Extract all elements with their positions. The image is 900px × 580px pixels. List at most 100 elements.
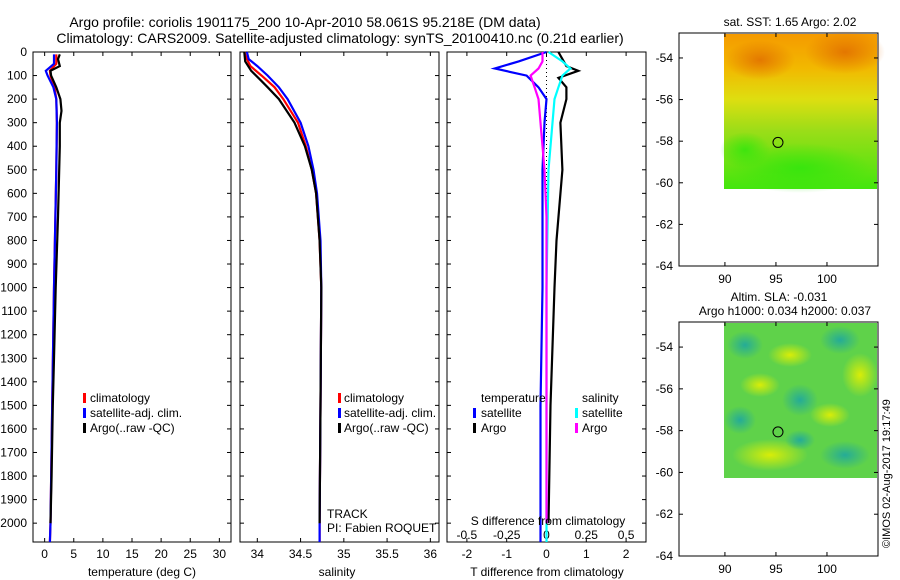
x-tick-label: 25 xyxy=(184,547,198,561)
lat-tick-label: -58 xyxy=(656,134,674,148)
legend-swatch-sal-satellite xyxy=(575,408,578,418)
argo-position-marker xyxy=(772,426,784,438)
lon-tick-label: 95 xyxy=(769,562,783,576)
legend-swatch-satellite xyxy=(338,408,341,418)
lat-tick-label: -58 xyxy=(656,424,674,438)
y-tick-label: 1700 xyxy=(0,445,27,459)
lon-tick-label: 90 xyxy=(718,272,732,286)
sst-map-title: sat. SST: 1.65 Argo: 2.02 xyxy=(724,15,857,29)
salinity-legend: climatology satellite-adj. clim. Argo(..… xyxy=(338,391,436,435)
lat-tick-label: -64 xyxy=(656,259,674,273)
y-tick-label: 1500 xyxy=(0,398,27,412)
y-tick-label: 2000 xyxy=(0,516,27,530)
x-tick-label: 20 xyxy=(154,547,168,561)
lon-tick-label: 100 xyxy=(817,272,837,286)
temperature-xlabel: temperature (deg C) xyxy=(88,565,196,579)
lat-tick-label: -54 xyxy=(656,51,674,65)
y-tick-label: 1800 xyxy=(0,469,27,483)
y-tick-label: 900 xyxy=(7,257,27,271)
legend-swatch-argo xyxy=(83,423,86,433)
lat-tick-label: -56 xyxy=(656,382,674,396)
sst-heatmap xyxy=(720,30,885,193)
y-tick-label: 800 xyxy=(7,233,27,247)
y-tick-label: 700 xyxy=(7,210,27,224)
x-tick-label: 5 xyxy=(70,547,77,561)
salinity-xlabel: salinity xyxy=(319,565,356,579)
x-tick-label: 34 xyxy=(251,547,265,561)
y-tick-label: 1100 xyxy=(1,304,27,318)
x-tick-label: 15 xyxy=(125,547,139,561)
x-tick-label: -2 xyxy=(462,547,473,561)
legend-swatch-temp-satellite xyxy=(473,408,476,418)
difference-legend: temperature satellite Argo salinity sate… xyxy=(473,391,623,435)
legend-label-sal-argo: Argo xyxy=(582,421,608,435)
lat-tick-label: -54 xyxy=(656,340,674,354)
x-tick-label: -1 xyxy=(501,547,512,561)
x2-tick-label: -0.25 xyxy=(493,528,521,542)
legend-label-sal-satellite: satellite xyxy=(582,406,623,420)
x2-tick-label: 0.5 xyxy=(618,528,635,542)
x-tick-label: 0 xyxy=(543,547,550,561)
series-line-temperature-satellite xyxy=(490,50,548,542)
legend-heading-salinity: salinity xyxy=(582,391,619,405)
y-tick-label: 1600 xyxy=(0,422,27,436)
y-tick-label: 300 xyxy=(7,116,27,130)
series-line-temperature-argo xyxy=(547,51,582,524)
x2-tick-label: -0.5 xyxy=(457,528,478,542)
x-tick-label: 35 xyxy=(337,547,351,561)
lat-tick-label: -64 xyxy=(656,549,674,563)
sst-map-frame xyxy=(678,32,879,267)
track-annotation: TRACK xyxy=(327,507,368,521)
legend-label-climatology: climatology xyxy=(90,391,150,405)
sla-map-frame xyxy=(678,321,879,557)
legend-swatch-temp-argo xyxy=(473,423,476,433)
argo-position-marker xyxy=(772,136,784,148)
x-tick-label: 34.5 xyxy=(289,547,313,561)
legend-label-temp-satellite: satellite xyxy=(481,406,522,420)
lat-tick-label: -56 xyxy=(656,93,674,107)
y-tick-label: 600 xyxy=(7,186,27,200)
legend-label-temp-argo: Argo xyxy=(481,421,507,435)
series-line-satellite-adj-clim- xyxy=(245,51,323,542)
legend-swatch-climatology xyxy=(83,393,86,403)
y-tick-label: 200 xyxy=(7,92,27,106)
x2-tick-label: 0.25 xyxy=(575,528,599,542)
lat-tick-label: -62 xyxy=(656,217,674,231)
legend-swatch-satellite xyxy=(83,408,86,418)
lon-tick-label: 100 xyxy=(817,562,837,576)
legend-label-argo: Argo(..raw -QC) xyxy=(344,421,429,435)
s-difference-xlabel: S difference from climatology xyxy=(471,514,626,528)
y-tick-label: 1300 xyxy=(0,351,27,365)
legend-label-satellite: satellite-adj. clim. xyxy=(90,406,182,420)
series-line-argo-raw-qc- xyxy=(243,51,323,524)
legend-swatch-sal-argo xyxy=(575,423,578,433)
y-tick-label: 0 xyxy=(20,45,27,59)
series-line-climatology xyxy=(243,51,323,542)
legend-swatch-climatology xyxy=(338,393,341,403)
legend-label-satellite: satellite-adj. clim. xyxy=(344,406,436,420)
lat-tick-label: -62 xyxy=(656,507,674,521)
lat-tick-label: -60 xyxy=(656,176,674,190)
temperature-legend: climatology satellite-adj. clim. Argo(..… xyxy=(83,391,182,435)
legend-label-argo: Argo(..raw -QC) xyxy=(90,421,175,435)
temperature-plot-frame xyxy=(32,51,232,543)
pi-annotation: PI: Fabien ROQUET xyxy=(327,521,437,535)
sla-map-title-line2: Argo h1000: 0.034 h2000: 0.037 xyxy=(699,304,871,318)
y-tick-label: 500 xyxy=(7,163,27,177)
lon-tick-label: 90 xyxy=(718,562,732,576)
x-tick-label: 35.5 xyxy=(375,547,399,561)
x-tick-label: 2 xyxy=(623,547,630,561)
x-tick-label: 10 xyxy=(96,547,110,561)
y-tick-label: 1000 xyxy=(0,281,27,295)
x-tick-label: 36 xyxy=(424,547,438,561)
legend-swatch-argo xyxy=(338,423,341,433)
y-tick-label: 1900 xyxy=(0,493,27,507)
sla-heatmap xyxy=(724,323,878,478)
y-tick-label: 400 xyxy=(7,139,27,153)
x-tick-label: 0 xyxy=(41,547,48,561)
legend-label-climatology: climatology xyxy=(344,391,404,405)
salinity-plot-frame xyxy=(239,51,440,543)
header-title-line1: Argo profile: coriolis 1901175_200 10-Ap… xyxy=(69,14,540,30)
series-line-argo-raw-qc- xyxy=(49,54,63,524)
